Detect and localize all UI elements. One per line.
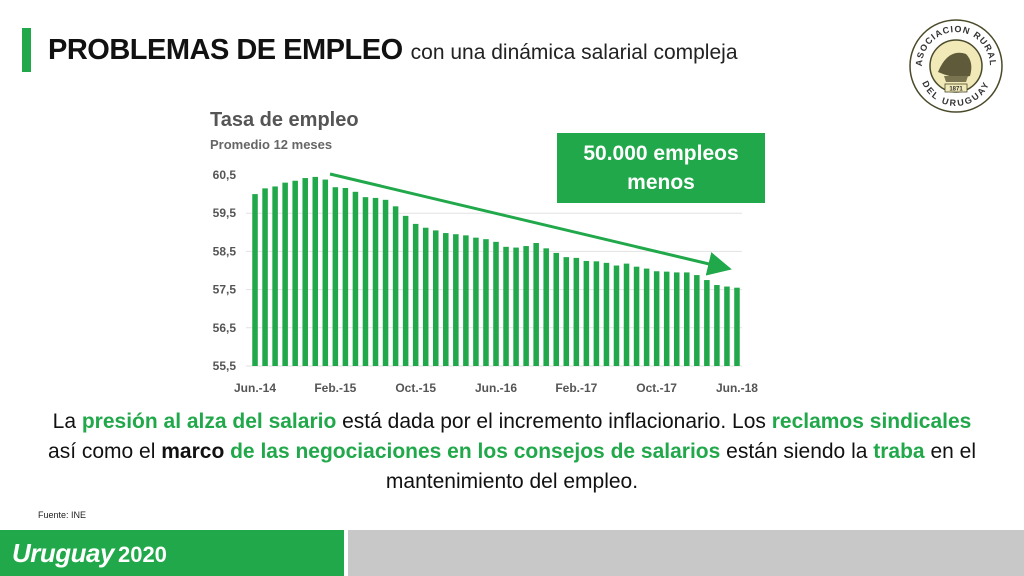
y-axis-ticks: 60,5 59,5 58,5 57,5 56,5 55,5 [213, 168, 237, 373]
bar [553, 252, 559, 366]
bar [673, 272, 680, 366]
bar [573, 257, 580, 366]
chart-annotation-callout: 50.000 empleos menos [557, 133, 765, 203]
bar [523, 246, 529, 366]
para-bold-marco: marco [161, 440, 225, 463]
x-tick-label: Oct.-17 [636, 381, 677, 395]
para-text-3: así como el [48, 440, 162, 463]
employment-rate-chart: Tasa de empleo Promedio 12 meses 60,5 59,… [210, 109, 758, 395]
bar [513, 247, 519, 366]
bar [543, 248, 549, 366]
bar [272, 186, 278, 366]
para-text-1: La [52, 410, 82, 433]
para-highlight-union-claims: reclamos sindicales [771, 410, 972, 433]
chart-title: Tasa de empleo [210, 109, 359, 131]
chart-subtitle: Promedio 12 meses [210, 137, 332, 152]
bar [342, 187, 349, 366]
page-title: PROBLEMAS DE EMPLEO con una dinámica sala… [48, 34, 738, 67]
bar [312, 176, 319, 366]
bar [493, 241, 499, 366]
bar [332, 187, 339, 366]
bar [734, 287, 740, 366]
para-highlight-traba: traba [873, 440, 925, 463]
source-note: Fuente: INE [38, 510, 87, 520]
bar [402, 215, 409, 366]
x-tick-label: Jun.-14 [234, 381, 276, 395]
bar [633, 266, 640, 366]
footer-brand-band: Uruguay 2020 [0, 530, 344, 576]
bar [503, 246, 509, 366]
bar [684, 272, 690, 366]
y-tick-label: 56,5 [213, 321, 237, 335]
bar [533, 243, 539, 366]
x-tick-label: Oct.-15 [395, 381, 436, 395]
bar [694, 275, 700, 366]
y-tick-label: 60,5 [213, 168, 237, 182]
bar [382, 199, 389, 366]
bar [653, 271, 660, 366]
para-text-4: están siendo la [720, 440, 874, 463]
footer-gray-band [348, 530, 1024, 576]
bar [623, 263, 630, 366]
bar [432, 230, 439, 366]
x-axis-ticks: Jun.-14 Feb.-15 Oct.-15 Jun.-16 Feb.-17 Oct.-… [234, 381, 758, 395]
footer-brand-year: 2020 [117, 542, 167, 567]
bar [603, 262, 610, 366]
bar [443, 233, 449, 366]
x-tick-label: Feb.-15 [314, 381, 356, 395]
bar [463, 235, 469, 366]
bar [453, 234, 459, 366]
chart-bars [252, 176, 740, 366]
bar [613, 265, 620, 366]
bar [262, 188, 268, 366]
bar [583, 260, 590, 366]
bar [714, 285, 720, 366]
bar [563, 257, 570, 366]
bar [392, 206, 399, 366]
bar [372, 197, 379, 366]
y-tick-label: 55,5 [213, 359, 237, 373]
bar [422, 227, 429, 366]
bar [663, 271, 670, 366]
para-highlight-negotiations: de las negociaciones en los consejos de … [224, 440, 721, 463]
footer-brand: Uruguay 2020 [12, 538, 167, 569]
para-highlight-salary-pressure: presión al alza del salario [81, 410, 337, 433]
bar [704, 280, 710, 366]
bar [252, 194, 258, 366]
x-tick-label: Jun.-18 [716, 381, 758, 395]
bar [643, 268, 650, 366]
bar [292, 180, 298, 366]
bar [593, 261, 600, 366]
explanatory-paragraph: La presión al alza del salario está dada… [40, 407, 984, 497]
bar [362, 197, 369, 366]
bar [282, 182, 288, 366]
bar [412, 223, 419, 366]
x-tick-label: Jun.-16 [475, 381, 517, 395]
para-text-5: en el mantenimiento del empleo. [385, 440, 976, 493]
y-tick-label: 57,5 [213, 283, 237, 297]
annotation-text: 50.000 empleos menos [583, 142, 739, 194]
bar [473, 237, 479, 366]
y-tick-label: 59,5 [213, 206, 237, 220]
bar [483, 239, 489, 366]
footer-brand-name: Uruguay [12, 538, 114, 568]
title-accent-bar [22, 28, 31, 72]
bar [322, 179, 329, 366]
bar [724, 286, 730, 366]
y-tick-label: 58,5 [213, 244, 237, 258]
bar [302, 178, 308, 366]
trend-arrow [329, 172, 732, 276]
para-text-2: está dada por el incremento inflacionari… [336, 410, 772, 433]
title-main: PROBLEMAS DE EMPLEO [48, 34, 403, 66]
title-subtitle: con una dinámica salarial compleja [410, 41, 738, 64]
bar [352, 191, 359, 366]
x-tick-label: Feb.-17 [555, 381, 597, 395]
logo-year: 1871 [949, 87, 963, 93]
association-logo: 1871 ASOCIACION RURAL DEL URUGUAY [909, 19, 1003, 113]
